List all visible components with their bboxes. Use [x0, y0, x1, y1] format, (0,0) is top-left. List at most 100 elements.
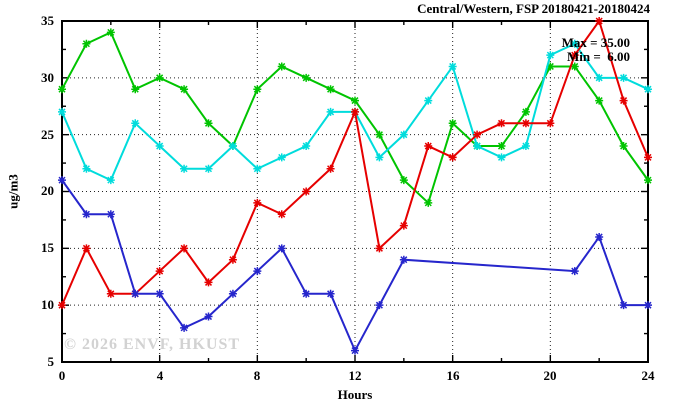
data-point-red — [58, 301, 66, 310]
data-point-cyan — [180, 164, 189, 173]
data-point-red — [424, 142, 433, 151]
x-tick-label: 20 — [543, 368, 557, 383]
data-point-red — [302, 187, 311, 196]
data-point-green — [351, 96, 359, 105]
data-point-red — [82, 244, 91, 253]
data-point-blue — [228, 289, 237, 298]
data-point-red — [326, 164, 335, 173]
data-point-cyan — [595, 73, 604, 82]
data-point-blue — [570, 267, 579, 276]
data-point-green — [155, 73, 164, 82]
data-point-cyan — [326, 107, 335, 116]
data-point-blue — [326, 289, 335, 298]
data-point-green — [448, 119, 457, 128]
data-point-red — [155, 267, 164, 276]
data-point-green — [82, 39, 91, 48]
data-point-green — [644, 176, 652, 185]
data-point-blue — [155, 289, 164, 298]
data-point-blue — [131, 289, 140, 298]
data-point-cyan — [228, 142, 237, 151]
data-point-red — [277, 210, 286, 219]
data-point-green — [106, 28, 115, 37]
y-tick-label: 35 — [41, 13, 54, 28]
data-point-blue — [180, 323, 189, 332]
data-point-cyan — [497, 153, 506, 162]
data-point-green — [399, 176, 408, 185]
plot-border — [61, 20, 649, 363]
data-point-blue — [399, 255, 408, 264]
data-point-cyan — [204, 164, 213, 173]
data-point-cyan — [399, 130, 408, 139]
data-point-green — [375, 130, 384, 139]
data-point-green — [619, 142, 628, 151]
data-point-cyan — [619, 73, 628, 82]
data-point-green — [302, 73, 311, 82]
y-tick-label: 5 — [47, 354, 55, 369]
data-point-cyan — [131, 119, 140, 128]
data-point-cyan — [302, 142, 311, 151]
data-point-green — [277, 62, 286, 71]
data-point-green — [131, 85, 140, 94]
data-point-green — [424, 198, 433, 207]
chart-title: Central/Western, FSP 20180421-20180424 — [417, 1, 650, 16]
data-point-green — [180, 85, 189, 94]
data-point-cyan — [155, 142, 164, 151]
data-point-blue — [58, 176, 66, 185]
y-tick-label: 15 — [41, 240, 54, 255]
data-point-blue — [595, 232, 604, 241]
data-point-red — [473, 130, 482, 139]
data-point-cyan — [253, 164, 262, 173]
data-point-green — [326, 85, 335, 94]
data-point-red — [497, 119, 506, 128]
data-point-blue — [302, 289, 311, 298]
x-tick-label: 24 — [641, 368, 655, 383]
data-point-red — [399, 221, 408, 230]
data-point-cyan — [546, 51, 555, 60]
data-point-blue — [204, 312, 213, 321]
data-point-red — [644, 153, 652, 162]
series-line-red — [61, 18, 649, 306]
data-point-blue — [619, 301, 628, 310]
data-point-blue — [82, 210, 91, 219]
data-point-red — [228, 255, 237, 264]
data-point-red — [570, 51, 579, 60]
min-value-label: Min = 6.00 — [566, 49, 630, 64]
data-point-blue — [277, 244, 286, 253]
data-point-red — [106, 289, 115, 298]
x-tick-label: 16 — [446, 368, 460, 383]
data-point-green — [497, 142, 506, 151]
watermark: © 2026 ENVF, HKUST — [64, 336, 241, 353]
y-tick-label: 10 — [41, 297, 54, 312]
data-point-cyan — [644, 85, 652, 94]
data-point-red — [253, 198, 262, 207]
data-point-cyan — [570, 39, 579, 48]
data-point-green — [521, 107, 530, 116]
max-value-label: Max = 35.00 — [561, 35, 630, 50]
data-point-red — [351, 107, 359, 116]
data-point-red — [448, 153, 457, 162]
data-point-cyan — [473, 142, 482, 151]
data-point-blue — [644, 301, 652, 310]
y-tick-label: 20 — [41, 183, 54, 198]
data-point-green — [204, 119, 213, 128]
data-point-blue — [253, 267, 262, 276]
data-point-green — [546, 62, 555, 71]
data-point-cyan — [106, 176, 115, 185]
data-point-red — [595, 17, 604, 25]
data-point-cyan — [375, 153, 384, 162]
data-point-red — [180, 244, 189, 253]
data-point-blue — [375, 301, 384, 310]
data-point-cyan — [58, 107, 66, 116]
y-axis-label: ug/m3 — [5, 174, 21, 209]
data-point-blue — [106, 210, 115, 219]
data-point-cyan — [277, 153, 286, 162]
data-point-red — [375, 244, 384, 253]
x-axis-label: Hours — [337, 387, 373, 402]
max-min-annotation: Max = 35.00 Min = 6.00 — [562, 36, 630, 64]
x-tick-label: 4 — [156, 368, 164, 383]
data-point-green — [595, 96, 604, 105]
data-point-green — [58, 85, 66, 94]
data-point-red — [619, 96, 628, 105]
data-point-blue — [351, 346, 359, 355]
